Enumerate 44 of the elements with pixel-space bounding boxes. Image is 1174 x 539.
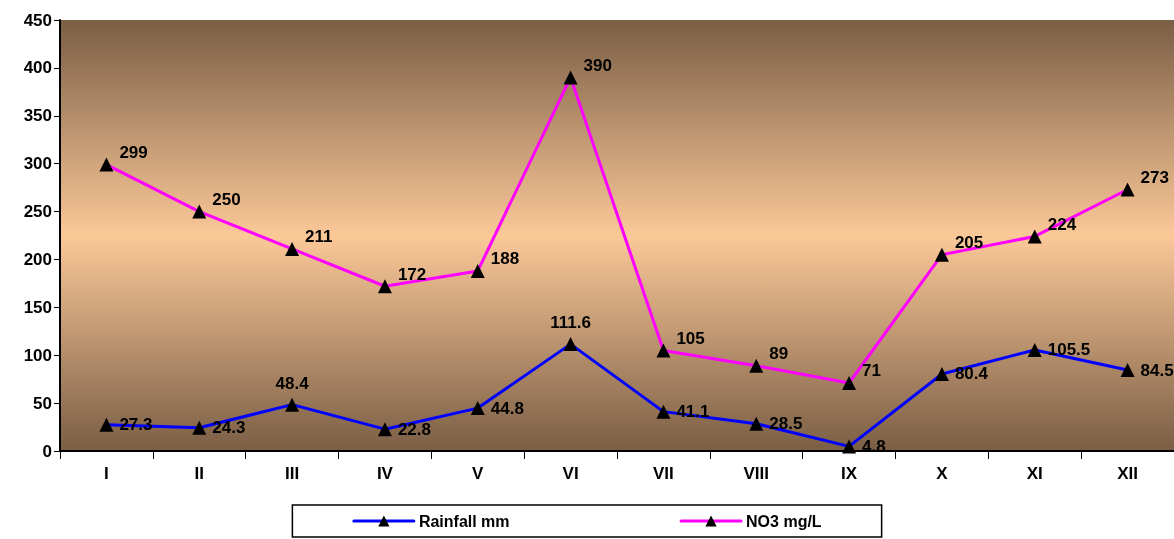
- y-tick-label: 400: [23, 58, 52, 78]
- data-label: 28.5: [769, 414, 803, 434]
- data-label: 80.4: [954, 364, 989, 384]
- x-tick-label: I: [104, 464, 109, 483]
- data-label: 105.5: [1047, 340, 1091, 360]
- data-label: 48.4: [275, 373, 310, 393]
- x-tick-label: III: [285, 464, 300, 483]
- data-label: 71: [862, 361, 882, 381]
- x-tick-label: X: [936, 464, 949, 483]
- data-label: 250: [212, 190, 241, 210]
- y-tick-label: 200: [23, 249, 52, 269]
- data-label: 211: [305, 227, 333, 247]
- legend-label: Rainfall mm: [418, 512, 510, 530]
- x-tick-label: VI: [562, 464, 579, 483]
- data-label: 299: [119, 143, 148, 163]
- legend-label: NO3 mg/L: [746, 512, 822, 530]
- y-tick-label: 0: [42, 441, 52, 461]
- x-tick-label: IV: [376, 464, 394, 483]
- data-label: 24.3: [212, 418, 246, 438]
- x-tick-label: XI: [1026, 464, 1043, 483]
- y-tick-label: 350: [23, 106, 52, 126]
- x-tick-label: II: [194, 464, 204, 483]
- data-label: 84.5: [1140, 360, 1174, 380]
- data-label: 188: [490, 249, 520, 269]
- data-label: 273: [1140, 168, 1169, 188]
- data-label: 172: [397, 264, 427, 284]
- y-tick-label: 100: [23, 345, 52, 365]
- data-label: 111.6: [550, 313, 591, 333]
- data-label: 390: [583, 55, 612, 75]
- y-tick-label: 250: [23, 202, 52, 222]
- y-tick-label: 150: [23, 297, 52, 317]
- data-label: 105: [676, 328, 705, 348]
- data-label: 89: [769, 344, 789, 364]
- y-tick-label: 50: [33, 393, 52, 413]
- y-tick-label: 300: [23, 154, 52, 174]
- y-tick-label: 450: [23, 10, 52, 30]
- x-tick-label: V: [472, 464, 485, 483]
- data-label: 22.8: [397, 419, 432, 439]
- x-tick-label: VIII: [743, 464, 770, 483]
- data-label: 205: [954, 233, 984, 253]
- data-label: 44.8: [490, 398, 524, 418]
- x-tick-label: XII: [1117, 464, 1138, 483]
- x-tick-label: IX: [841, 464, 858, 483]
- x-tick-label: VII: [653, 464, 674, 483]
